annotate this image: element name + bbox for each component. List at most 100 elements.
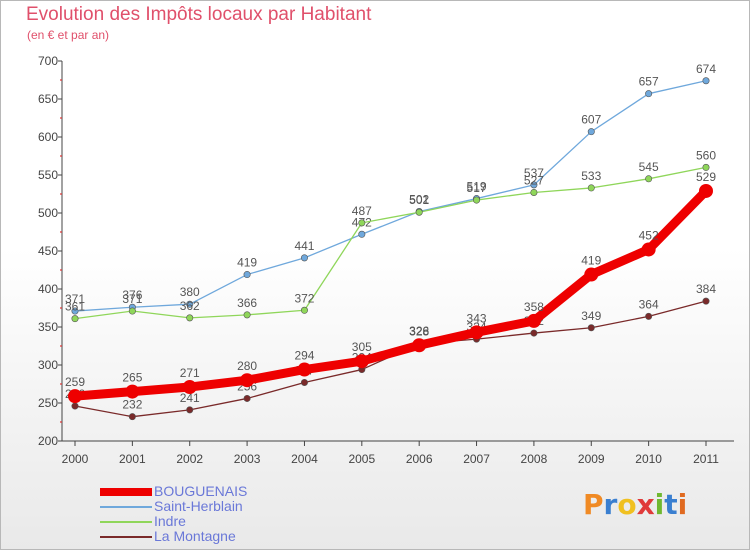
data-label: 452 xyxy=(639,228,659,242)
y-tick-label: 350 xyxy=(38,320,58,334)
legend-label: BOUGUENAIS xyxy=(154,483,248,499)
data-point xyxy=(243,271,251,279)
data-point xyxy=(702,77,710,85)
data-label: 326 xyxy=(409,324,429,338)
logo-letter: o xyxy=(617,488,637,521)
data-label: 376 xyxy=(122,288,142,302)
data-point xyxy=(68,389,82,404)
legend-item: Indre xyxy=(100,514,360,529)
y-tick-label: 650 xyxy=(38,92,58,106)
data-label: 305 xyxy=(352,340,372,354)
x-tick-label: 2002 xyxy=(176,452,203,466)
data-point xyxy=(186,314,194,322)
data-point xyxy=(645,312,653,320)
data-point xyxy=(645,175,653,183)
data-point xyxy=(587,184,595,192)
data-point xyxy=(530,181,538,189)
x-tick-label: 2004 xyxy=(291,452,318,466)
data-label: 265 xyxy=(122,371,142,385)
legend-label: Indre xyxy=(154,513,186,529)
data-point xyxy=(182,380,197,395)
data-point xyxy=(702,297,710,305)
data-label: 441 xyxy=(294,239,314,253)
data-point xyxy=(125,384,140,399)
data-point xyxy=(412,338,427,353)
data-label: 419 xyxy=(237,256,257,270)
data-point xyxy=(243,311,251,319)
data-point xyxy=(702,163,710,171)
data-label: 372 xyxy=(294,291,314,305)
data-point xyxy=(358,219,366,227)
data-point xyxy=(128,413,136,421)
data-label: 380 xyxy=(180,285,200,299)
series-line-bouguenais xyxy=(70,186,711,401)
legend-swatch xyxy=(100,536,152,538)
data-label: 371 xyxy=(65,292,85,306)
legend-label: La Montagne xyxy=(154,528,236,544)
data-point xyxy=(699,183,713,198)
legend-swatch xyxy=(100,506,152,508)
legend-item: La Montagne xyxy=(100,529,360,544)
proxiti-logo: Proxiti xyxy=(583,488,687,521)
x-tick-label: 2006 xyxy=(406,452,433,466)
y-tick-label: 500 xyxy=(38,206,58,220)
x-tick-label: 2003 xyxy=(234,452,261,466)
data-point xyxy=(530,329,538,337)
data-point xyxy=(300,254,308,262)
x-tick-label: 2001 xyxy=(119,452,146,466)
data-label: 371 xyxy=(122,292,142,306)
data-label: 607 xyxy=(581,113,601,127)
data-point xyxy=(240,373,255,388)
data-point xyxy=(71,307,79,315)
data-label: 271 xyxy=(180,366,200,380)
data-point xyxy=(358,230,366,238)
data-point xyxy=(415,208,423,216)
data-point xyxy=(186,406,194,414)
legend-label: Saint-Herblain xyxy=(154,498,243,514)
y-tick-label: 200 xyxy=(38,434,58,448)
y-tick-label: 250 xyxy=(38,396,58,410)
data-point xyxy=(473,196,481,204)
chart-legend: BOUGUENAIS Saint-Herblain Indre La Montagne xyxy=(100,484,360,544)
data-point xyxy=(297,362,312,377)
data-label: 545 xyxy=(639,160,659,174)
data-point xyxy=(300,378,308,386)
x-tick-label: 2010 xyxy=(635,452,662,466)
y-tick-label: 400 xyxy=(38,282,58,296)
series-line-saint-herblain xyxy=(74,80,707,312)
data-label: 529 xyxy=(696,170,716,184)
data-label: 517 xyxy=(467,181,487,195)
logo-letter: i xyxy=(654,488,665,521)
data-label: 343 xyxy=(467,311,487,325)
logo-letter: P xyxy=(583,488,604,521)
data-point xyxy=(71,402,79,410)
data-point xyxy=(128,307,136,315)
chart-title: Evolution des Impôts locaux par Habitant xyxy=(26,4,372,25)
data-label: 241 xyxy=(180,391,200,405)
data-point xyxy=(469,325,484,340)
data-label: 328 xyxy=(409,325,429,339)
logo-letter: r xyxy=(603,488,618,521)
data-point xyxy=(300,306,308,314)
data-label: 294 xyxy=(294,349,314,363)
data-point xyxy=(641,242,656,257)
logo-letter: x xyxy=(636,488,655,521)
y-tick-label: 700 xyxy=(38,54,58,68)
data-point xyxy=(587,324,595,332)
data-label: 362 xyxy=(180,299,200,313)
data-label: 364 xyxy=(639,297,659,311)
chart-subtitle: (en € et par an) xyxy=(27,28,110,42)
data-point xyxy=(526,313,541,328)
data-point xyxy=(186,300,194,308)
data-label: 259 xyxy=(65,375,85,389)
x-tick-label: 2008 xyxy=(521,452,548,466)
data-label: 349 xyxy=(581,309,601,323)
data-label: 280 xyxy=(237,359,257,373)
y-tick-label: 550 xyxy=(38,168,58,182)
data-label: 533 xyxy=(581,169,601,183)
logo-letter: t xyxy=(664,488,678,521)
data-point xyxy=(243,394,251,402)
data-point xyxy=(530,188,538,196)
data-label: 657 xyxy=(639,75,659,89)
y-tick-label: 300 xyxy=(38,358,58,372)
